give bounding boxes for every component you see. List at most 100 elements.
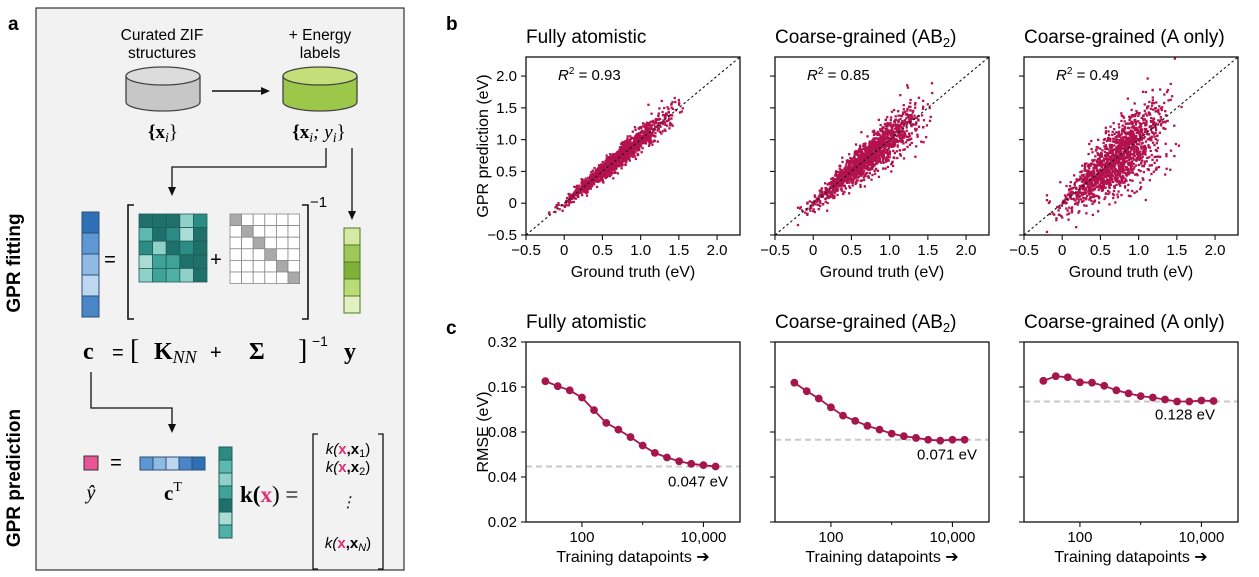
scatter-point — [643, 131, 646, 134]
chart-title-sub: 2 — [943, 35, 950, 50]
scatter-point — [573, 185, 576, 188]
series-point — [541, 377, 550, 386]
x-axis-label: Training datapoints ➔ — [556, 549, 709, 566]
scatter-point — [1082, 197, 1086, 200]
scatter-point — [1142, 178, 1145, 181]
scatter-point — [606, 163, 609, 166]
scatter-point — [1140, 156, 1143, 160]
scatter-point — [613, 162, 617, 165]
scatter-point — [607, 156, 611, 159]
scatter-point — [842, 174, 845, 177]
scatter-point — [1129, 166, 1133, 170]
scatter-point — [630, 151, 633, 154]
scatter-point — [1096, 151, 1099, 155]
scatter-point — [854, 176, 858, 179]
scatter-point — [1108, 133, 1111, 137]
scatter-point — [1118, 156, 1121, 160]
scatter-point — [859, 185, 862, 189]
scatter-point — [827, 189, 831, 193]
scatter-point — [898, 124, 901, 127]
scatter-point — [1126, 189, 1130, 192]
scatter-point — [610, 168, 613, 171]
scatter-point — [871, 173, 874, 177]
scatter-point — [871, 159, 874, 162]
scatter-point — [1150, 139, 1153, 142]
scatter-point — [863, 152, 866, 155]
x-tick-label: 0.5 — [841, 242, 862, 259]
scatter-point — [869, 150, 872, 154]
scatter-point — [832, 196, 835, 200]
scatter-point — [903, 148, 906, 151]
scatter-point — [1093, 188, 1096, 191]
scatter-point — [547, 212, 551, 215]
scatter-point — [872, 141, 875, 145]
scatter-point — [628, 151, 631, 154]
scatter-point — [896, 145, 899, 148]
scatter-point — [1132, 126, 1136, 130]
scatter-point — [1120, 155, 1123, 159]
scatter-point — [857, 164, 860, 167]
scatter-point — [1140, 135, 1143, 138]
scatter-point — [1101, 181, 1104, 184]
scatter-point — [869, 168, 872, 172]
scatter-point — [1144, 198, 1147, 202]
scatter-point — [914, 123, 918, 126]
scatter-point — [1144, 130, 1147, 134]
scatter-point — [1134, 123, 1138, 126]
scatter-point — [824, 200, 827, 203]
scatter-point — [1091, 195, 1094, 198]
scatter-points — [796, 82, 934, 227]
scatter-point — [1122, 162, 1126, 165]
scatter-point — [1139, 186, 1143, 189]
scatter-point — [1134, 173, 1137, 176]
scatter-point — [584, 177, 587, 180]
scatter-point — [1141, 159, 1144, 162]
scatter-point — [909, 101, 912, 105]
scatter-point — [1108, 155, 1111, 158]
scatter-point — [580, 187, 584, 190]
scatter-point — [1102, 157, 1106, 160]
scatter-point — [1064, 198, 1067, 201]
x-tick-label: 10,000 — [929, 529, 975, 546]
scatter-point — [1085, 204, 1088, 207]
scatter-point — [873, 169, 876, 172]
scatter-point — [1104, 126, 1107, 129]
scatter-point — [875, 157, 878, 160]
scatter-point — [1122, 167, 1125, 171]
scatter-point — [1169, 168, 1172, 171]
scatter-point — [838, 177, 841, 180]
scatter-point — [631, 155, 634, 158]
noise-cell — [264, 248, 277, 261]
scatter-point — [910, 141, 913, 145]
scatter-point — [581, 178, 584, 181]
scatter-point — [1110, 177, 1113, 180]
scatter-point — [1132, 139, 1135, 142]
scatter-point — [634, 151, 637, 154]
scatter-point — [1103, 197, 1106, 201]
scatter-point — [1091, 213, 1095, 217]
scatter-point — [653, 139, 656, 142]
scatter-point — [1156, 139, 1159, 142]
scatter-point — [584, 185, 587, 188]
scatter-point — [642, 122, 645, 125]
scatter-point — [664, 115, 667, 118]
scatter-point — [585, 194, 589, 197]
scatter-point — [643, 123, 647, 126]
scatter-point — [1135, 131, 1138, 135]
scatter-point — [875, 160, 878, 163]
scatter-point — [585, 181, 588, 185]
scatter-point — [852, 160, 855, 163]
x-tick-label: 100 — [569, 529, 594, 546]
scatter-point — [1104, 167, 1107, 171]
scatter-point — [1104, 163, 1108, 166]
kernel-entry-xj: ,x — [347, 441, 360, 458]
scatter-point — [650, 125, 653, 128]
scatter-point — [639, 125, 642, 129]
scatter-point — [1101, 149, 1104, 152]
scatter-point — [899, 117, 902, 121]
scatter-point — [1085, 169, 1088, 172]
scatter-point — [1097, 175, 1100, 178]
kernel-cell — [138, 240, 154, 256]
scatter-point — [636, 143, 639, 146]
y-tick-label: 1.0 — [496, 132, 517, 149]
